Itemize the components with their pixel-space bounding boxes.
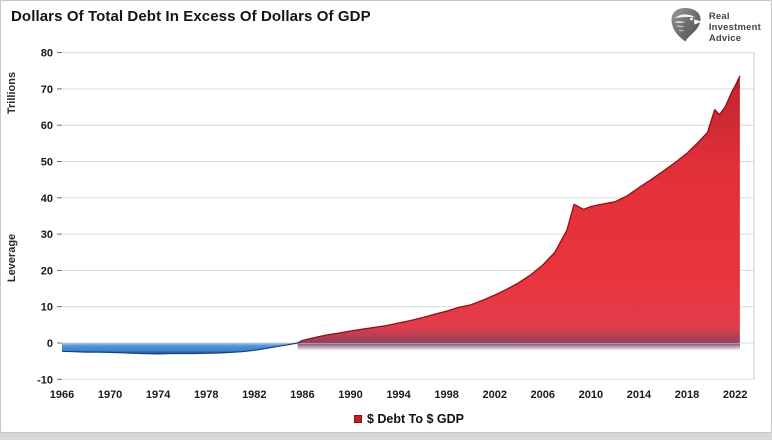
negative-gap-edge	[61, 342, 298, 355]
x-tick-label: 1966	[50, 389, 74, 401]
brand-logo: Real Investment Advice	[668, 6, 761, 49]
legend-marker-swatch	[353, 415, 362, 423]
brand-line-2: Investment	[708, 22, 761, 33]
chart-legend: $ Debt To $ GDP	[63, 409, 755, 429]
x-tick-label: 2018	[675, 389, 699, 401]
chart-title: Dollars Of Total Debt In Excess Of Dolla…	[11, 8, 371, 25]
x-tick-label: 1978	[194, 389, 218, 401]
debt-gdp-area-chart: 80706050403020100-10TrillionsLeverage196…	[6, 48, 755, 401]
eagle-logo-icon	[668, 6, 704, 49]
legend-label: $ Debt To $ GDP	[366, 412, 464, 426]
x-tick-label: 1986	[290, 389, 314, 401]
x-tick-label: 1970	[98, 389, 122, 401]
baseline-shadow	[297, 343, 740, 352]
y-tick-label: 80	[41, 48, 53, 60]
x-tick-label: 1990	[338, 389, 362, 401]
debt-to-gdp-area	[297, 75, 740, 344]
y-tick-label: 10	[41, 302, 53, 314]
x-tick-label: 2010	[579, 389, 603, 401]
debt-to-gdp-edge	[297, 75, 741, 344]
y-tick-label: 0	[47, 338, 53, 350]
x-tick-label: 2014	[627, 389, 652, 401]
x-tick-label: 1974	[146, 389, 171, 401]
brand-name: Real Investment Advice	[709, 11, 761, 44]
y-tick-label: 70	[41, 84, 53, 96]
brand-line-3: Advice	[708, 33, 742, 44]
y-tick-label: -10	[37, 374, 53, 386]
x-tick-label: 2022	[723, 389, 747, 401]
x-tick-label: 1998	[434, 389, 458, 401]
y-axis-unit-label: Trillions	[6, 72, 18, 114]
x-tick-label: 2006	[531, 389, 555, 401]
y-tick-label: 40	[41, 193, 53, 205]
x-tick-label: 2002	[482, 389, 506, 401]
y-tick-label: 20	[41, 265, 53, 277]
y-axis-label: Leverage	[6, 234, 18, 282]
y-tick-label: 50	[41, 157, 53, 169]
x-tick-label: 1982	[242, 389, 266, 401]
negative-gap-area	[62, 343, 298, 354]
x-tick-label: 1994	[386, 389, 411, 401]
y-tick-label: 60	[41, 120, 53, 132]
brand-line-1: Real	[708, 11, 730, 22]
y-tick-label: 30	[41, 229, 53, 241]
